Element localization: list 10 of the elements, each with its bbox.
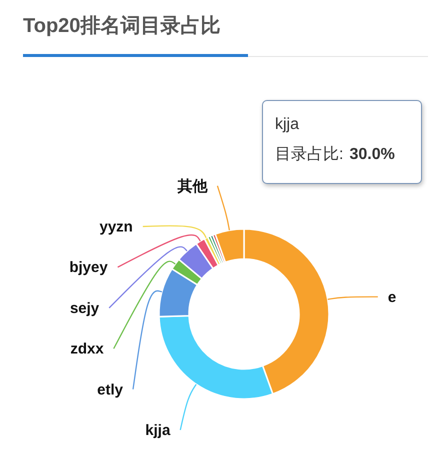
slice-label: e <box>388 288 396 306</box>
slice-label: kjja <box>145 422 171 439</box>
slice-label: bjyey <box>69 259 108 276</box>
slice-label: etly <box>97 381 124 398</box>
tooltip: kjja 目录占比: 30.0% <box>262 100 422 184</box>
slice-label: sejy <box>70 300 100 317</box>
chart-title: Top20排名词目录占比 <box>23 15 220 37</box>
slice-label: 其他 <box>176 178 208 195</box>
slice-label: zdxx <box>70 340 104 358</box>
slice-label: yyzn <box>99 218 133 236</box>
